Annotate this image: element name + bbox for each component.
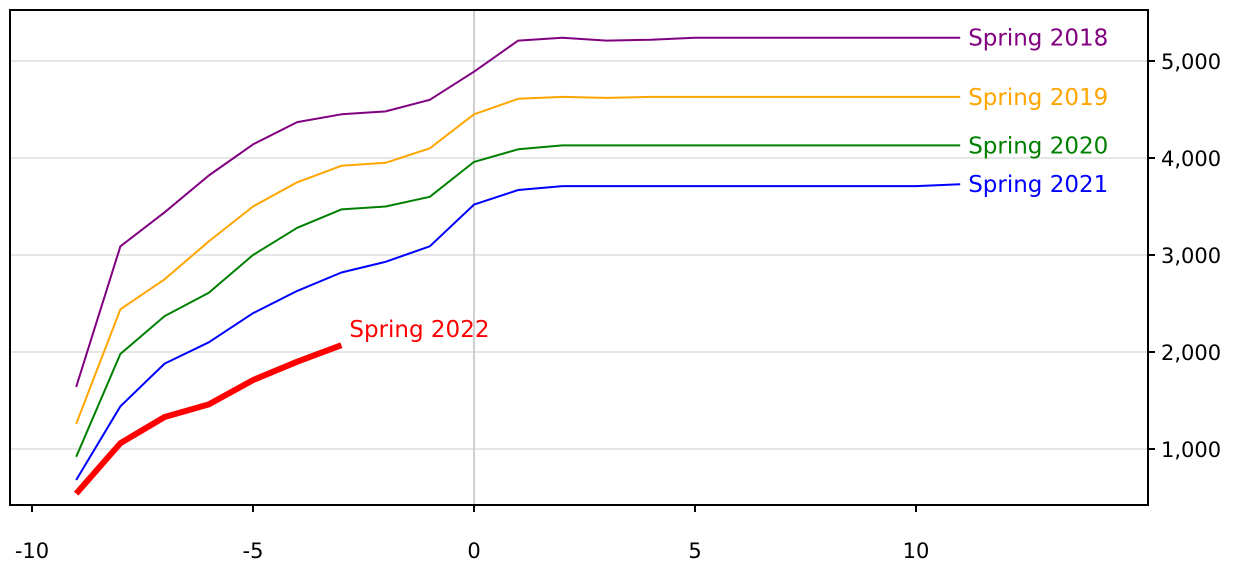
series-line-spring-2020 [75, 144, 961, 458]
series-label-spring-2021: Spring 2021 [968, 172, 1108, 198]
series-line-spring-2019 [75, 95, 961, 425]
x-tick-label: 0 [467, 539, 480, 563]
series-label-spring-2018: Spring 2018 [968, 26, 1108, 52]
x-tick-label: 5 [688, 539, 701, 563]
y-axis-ticks: 1,000 2,000 3,000 4,000 5,000 [1148, 50, 1221, 462]
series-label-spring-2020: Spring 2020 [968, 133, 1108, 159]
y-tick-label: 2,000 [1161, 341, 1221, 365]
series-line-spring-2018 [75, 36, 961, 388]
series-label-spring-2019: Spring 2019 [968, 85, 1108, 111]
y-tick-label: 5,000 [1161, 50, 1221, 74]
plot-frame [9, 9, 1149, 506]
gridlines [10, 60, 1148, 450]
series-label-spring-2022: Spring 2022 [349, 317, 489, 343]
series-line-spring-2022 [73, 342, 343, 496]
series-line-spring-2021 [75, 183, 961, 481]
x-tick-label: -5 [243, 539, 264, 563]
series-lines [73, 36, 961, 496]
x-tick-label: 10 [903, 539, 930, 563]
series-labels: Spring 2018 Spring 2019 Spring 2020 Spring … [349, 26, 1108, 343]
y-tick-label: 3,000 [1161, 244, 1221, 268]
y-tick-label: 1,000 [1161, 438, 1221, 462]
x-axis-ticks: -10 -5 0 5 10 [15, 505, 930, 563]
x-tick-label: -10 [15, 539, 49, 563]
y-tick-label: 4,000 [1161, 147, 1221, 171]
